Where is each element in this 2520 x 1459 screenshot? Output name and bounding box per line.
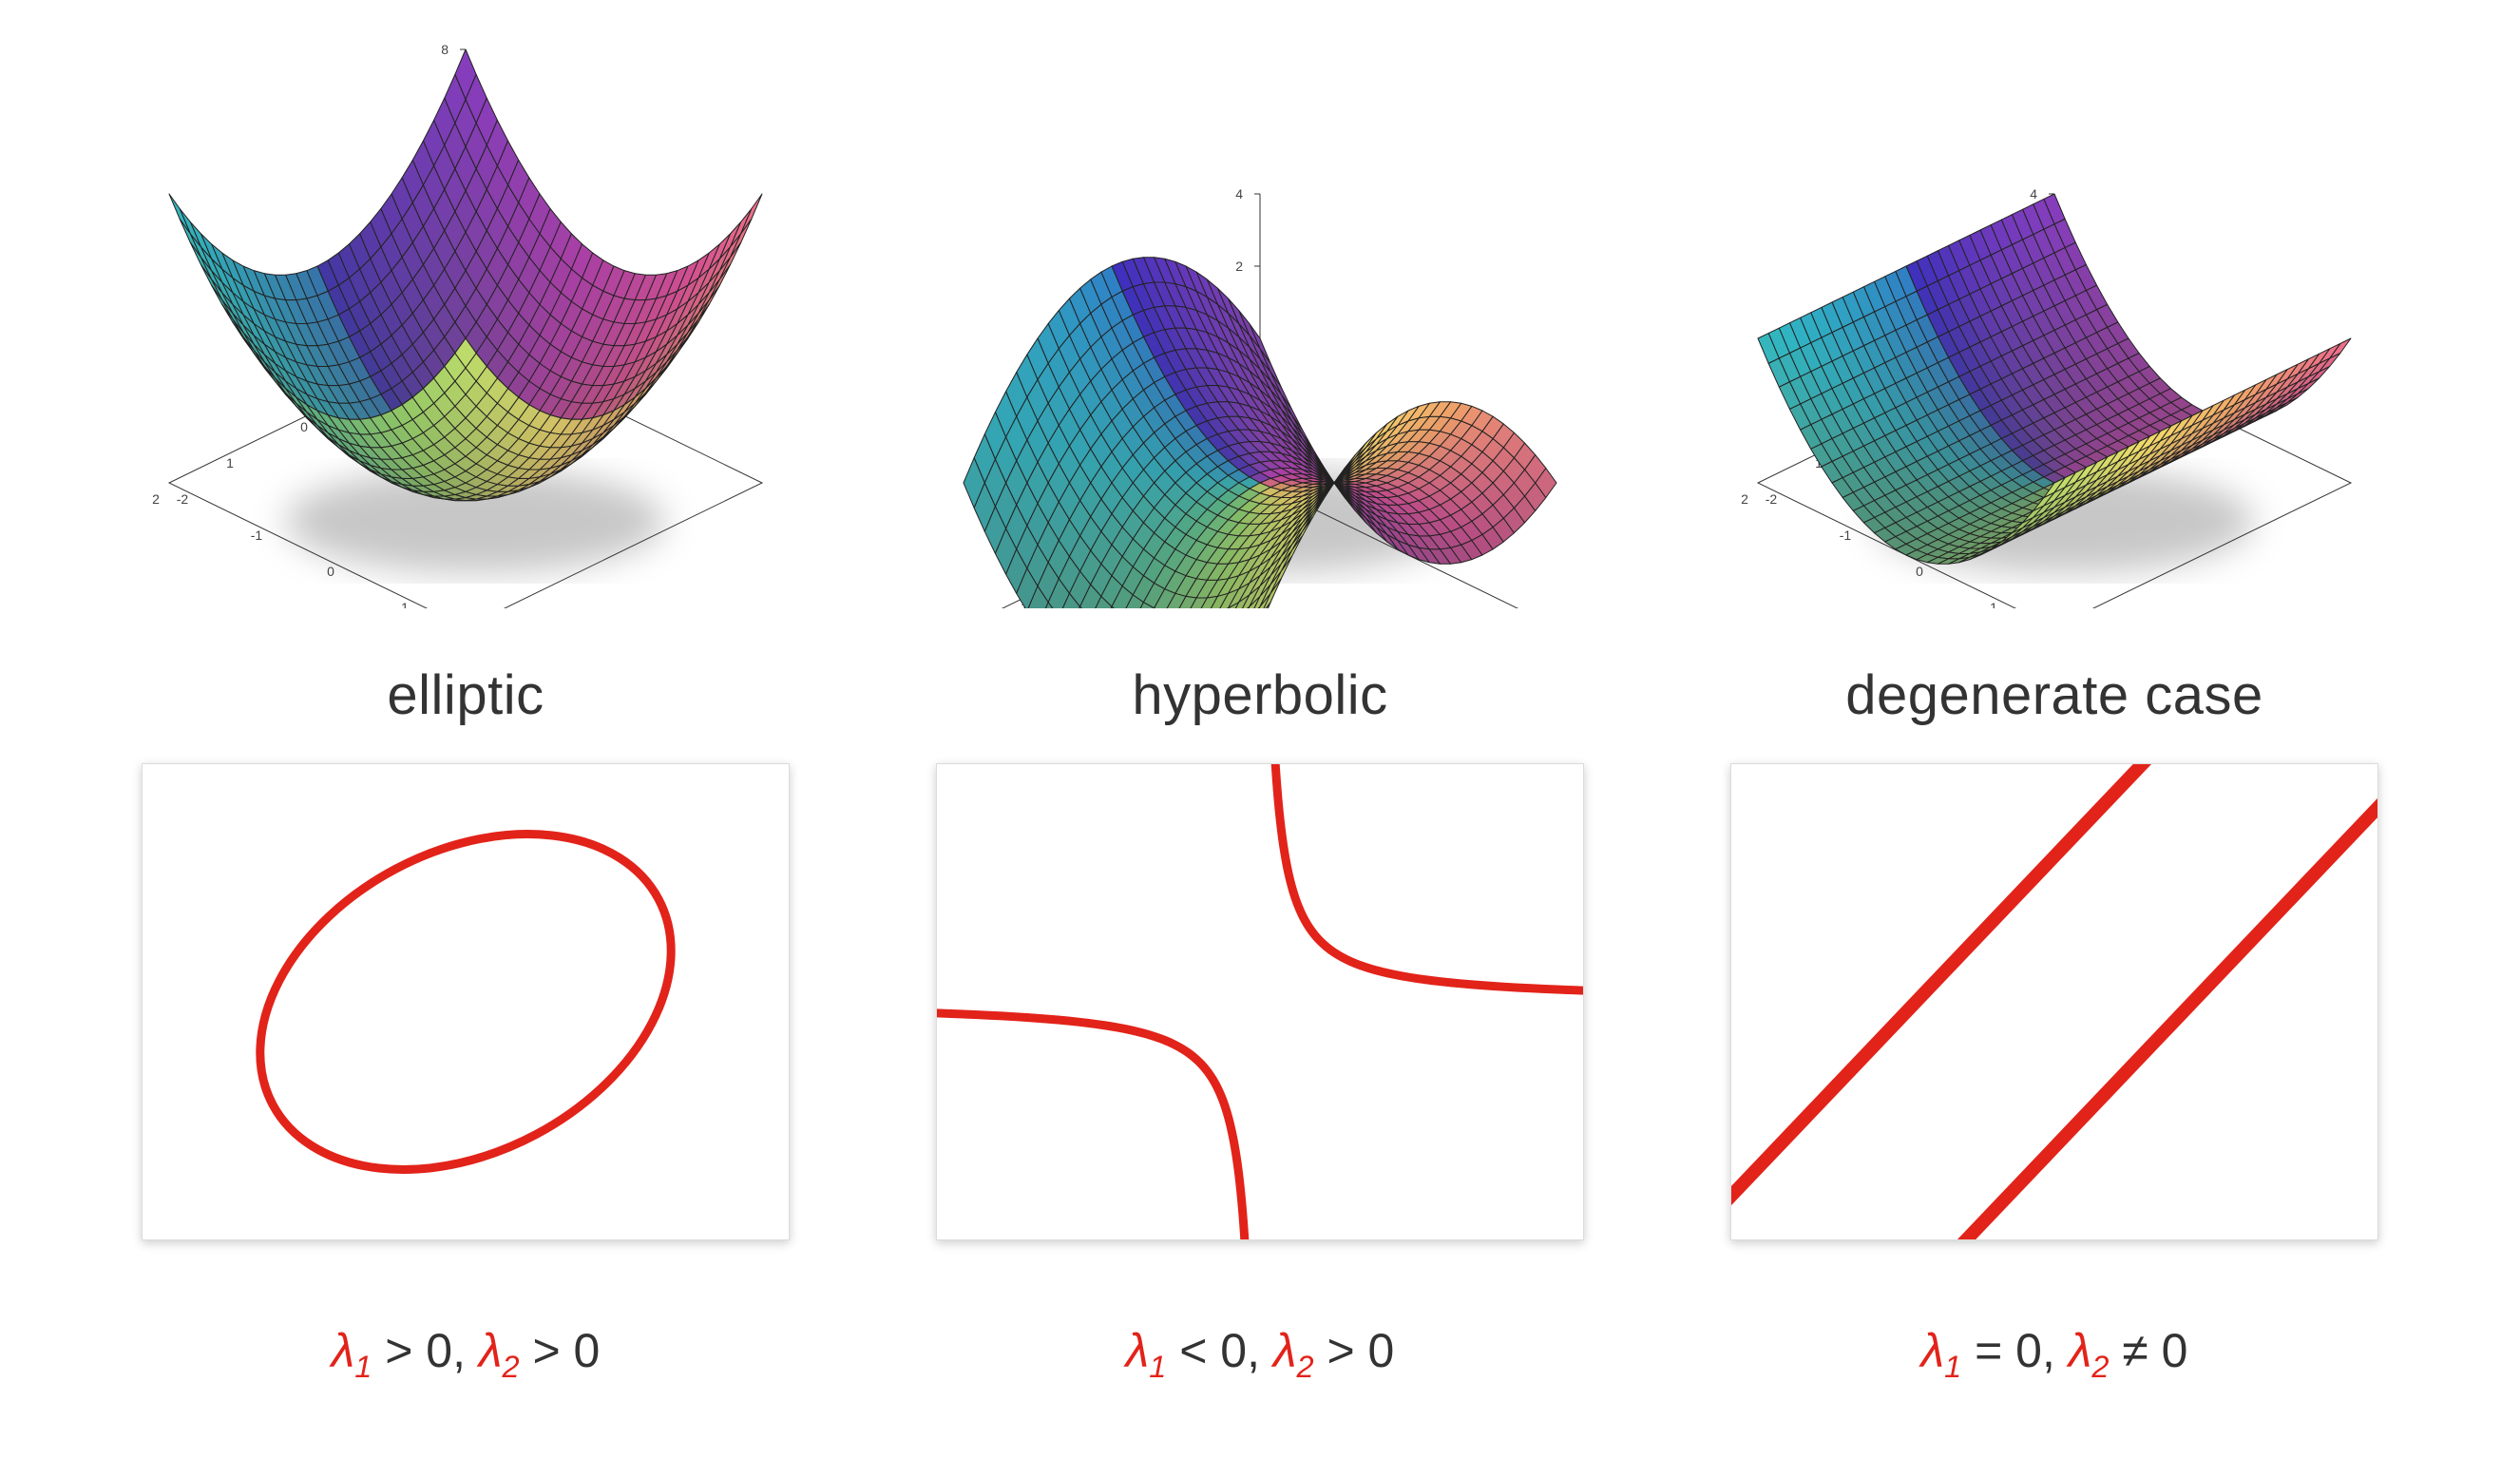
levelcurve-hyperbolic bbox=[936, 763, 1584, 1240]
eigen-row: λ1 > 0, λ2 > 0 λ1 < 0, λ2 > 0 λ1 = 0, λ2… bbox=[114, 1307, 2406, 1402]
svg-text:2: 2 bbox=[1235, 259, 1243, 274]
titles-row: elliptic hyperbolic degenerate case bbox=[114, 639, 2406, 753]
svg-text:8: 8 bbox=[441, 42, 449, 57]
surface-elliptic: 02468-2-1012-2-1012xy bbox=[114, 38, 817, 608]
curves-row bbox=[114, 763, 2406, 1296]
title-elliptic: elliptic bbox=[387, 663, 544, 727]
svg-text:0: 0 bbox=[1916, 564, 1923, 579]
svg-text:0: 0 bbox=[327, 564, 334, 579]
eigen-hyperbolic: λ1 < 0, λ2 > 0 bbox=[1126, 1323, 1395, 1385]
svg-text:2: 2 bbox=[152, 491, 160, 507]
svg-text:-2: -2 bbox=[177, 491, 189, 507]
eigen-degenerate: λ1 = 0, λ2 ≠ 0 bbox=[1921, 1323, 2188, 1385]
surface-hyperbolic: -4-2024-2-1012-2-1012xy bbox=[908, 38, 1612, 608]
svg-text:0: 0 bbox=[300, 419, 308, 434]
svg-text:1: 1 bbox=[1990, 600, 1997, 608]
svg-text:2: 2 bbox=[1741, 491, 1748, 507]
levelcurve-elliptic bbox=[142, 763, 790, 1240]
svg-text:1: 1 bbox=[226, 455, 234, 470]
title-hyperbolic: hyperbolic bbox=[1132, 663, 1387, 727]
svg-text:-1: -1 bbox=[1840, 528, 1852, 543]
svg-text:-1: -1 bbox=[251, 528, 263, 543]
svg-text:4: 4 bbox=[2030, 186, 2037, 202]
svg-text:4: 4 bbox=[1235, 186, 1243, 202]
eigen-elliptic: λ1 > 0, λ2 > 0 bbox=[332, 1323, 601, 1385]
title-degenerate: degenerate case bbox=[1845, 663, 2263, 727]
svg-text:1: 1 bbox=[401, 600, 409, 608]
levelcurve-degenerate bbox=[1730, 763, 2378, 1240]
surfaces-row: 02468-2-1012-2-1012xy -4-2024-2-1012-2-1… bbox=[114, 38, 2406, 627]
figure-root: 02468-2-1012-2-1012xy -4-2024-2-1012-2-1… bbox=[0, 0, 2520, 1459]
svg-text:-2: -2 bbox=[1766, 491, 1778, 507]
surface-degenerate: 01234-2-1012-2-1012xy bbox=[1703, 38, 2406, 608]
